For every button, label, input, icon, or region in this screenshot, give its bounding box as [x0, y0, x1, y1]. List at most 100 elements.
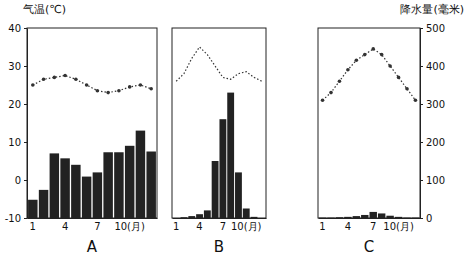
x-axis: 14710(月) — [28, 219, 158, 233]
bar — [28, 200, 37, 218]
bar — [412, 217, 419, 218]
marker — [106, 91, 110, 95]
tick-mark — [420, 180, 423, 181]
bar — [361, 215, 368, 218]
tick-label: 20 — [8, 99, 21, 110]
marker — [42, 78, 46, 82]
y-axis-line — [27, 29, 28, 219]
bar — [204, 210, 211, 218]
tick-mark — [24, 142, 27, 143]
plot-area — [319, 47, 419, 218]
marker — [321, 98, 325, 102]
tick-label: 0 — [15, 175, 21, 186]
tick: 0 — [420, 213, 432, 224]
tick-label: 40 — [8, 23, 21, 34]
tick-mark — [420, 28, 423, 29]
tick-mark — [420, 218, 423, 219]
bar — [378, 213, 385, 218]
plot-frame — [27, 28, 157, 218]
marker — [74, 78, 78, 82]
bar — [103, 152, 112, 218]
y-axis: -10010203040 — [5, 23, 28, 224]
tick-label: 10 — [8, 137, 21, 148]
line — [176, 47, 262, 81]
tick: 10 — [8, 137, 27, 148]
tick-label: 300 — [426, 99, 445, 110]
tick: 7 — [220, 221, 226, 232]
marker — [117, 89, 121, 93]
tick-label: 10(月) — [231, 221, 262, 232]
marker — [139, 83, 143, 87]
tick-mark — [24, 180, 27, 181]
tick: 10(月) — [231, 221, 262, 232]
bar — [251, 217, 258, 218]
bar — [227, 93, 234, 218]
bar — [395, 217, 402, 218]
tick: 500 — [420, 23, 445, 34]
marker — [149, 87, 153, 91]
tick-label: 7 — [220, 221, 226, 232]
tick-mark — [24, 218, 27, 219]
tick: 7 — [370, 221, 376, 232]
x-axis: 14710(月) — [319, 219, 421, 233]
line — [323, 49, 416, 100]
line — [33, 76, 151, 93]
bar — [173, 218, 180, 219]
panel: 1 4 7 10(月) B — [172, 28, 267, 256]
bar — [93, 172, 102, 218]
bar — [319, 217, 326, 218]
tick: 7 — [94, 221, 100, 232]
panel-title: C — [364, 238, 374, 256]
tick: 20 — [8, 99, 27, 110]
bar — [212, 161, 219, 218]
marker — [53, 76, 57, 80]
bar — [188, 216, 195, 218]
bar — [403, 217, 410, 218]
tick-label: 1 — [173, 221, 179, 232]
x-axis-line — [319, 218, 421, 219]
marker — [414, 98, 418, 102]
y2-axis: 0100200300400500 — [420, 23, 445, 224]
marker — [85, 83, 89, 87]
tick-mark — [420, 104, 423, 105]
marker — [363, 53, 367, 57]
plot-frame — [318, 28, 420, 218]
tick-label: 7 — [370, 221, 376, 232]
marker — [371, 47, 375, 51]
chart-root: 14710(月)-10010203040气温(℃)A14710(月)B14710… — [0, 0, 468, 258]
tick-label: 1 — [319, 221, 325, 232]
plot-area — [28, 74, 156, 218]
bar — [344, 217, 351, 218]
bar — [258, 218, 265, 219]
marker — [329, 91, 333, 95]
tick: 4 — [345, 221, 351, 232]
marker — [380, 53, 384, 57]
tick: 1 — [319, 221, 325, 232]
tick-label: 100 — [426, 175, 445, 186]
panel-title: B — [214, 238, 224, 256]
bar — [71, 165, 80, 218]
bar — [386, 216, 393, 218]
tick-label: 30 — [8, 61, 21, 72]
bar — [235, 172, 242, 218]
tick: 1 — [173, 221, 179, 232]
bar — [336, 217, 343, 218]
plot-area — [176, 47, 262, 218]
panel-title: A — [87, 238, 98, 256]
tick-label: 4 — [196, 221, 202, 232]
panel: 14710(月)-10010203040气温(℃)A — [5, 3, 158, 256]
bar — [60, 158, 69, 218]
bar — [39, 190, 48, 218]
tick: 0 — [15, 175, 27, 186]
tick-label: 1 — [30, 221, 36, 232]
tick-label: 4 — [345, 221, 351, 232]
marker — [96, 89, 100, 93]
bar — [181, 217, 188, 218]
tick: 400 — [420, 61, 445, 72]
bar — [146, 152, 155, 219]
tick-label: 10(月) — [114, 221, 145, 232]
bar — [243, 209, 250, 219]
tick-label: 500 — [426, 23, 445, 34]
tick: 40 — [8, 23, 27, 34]
tick-mark — [420, 142, 423, 143]
